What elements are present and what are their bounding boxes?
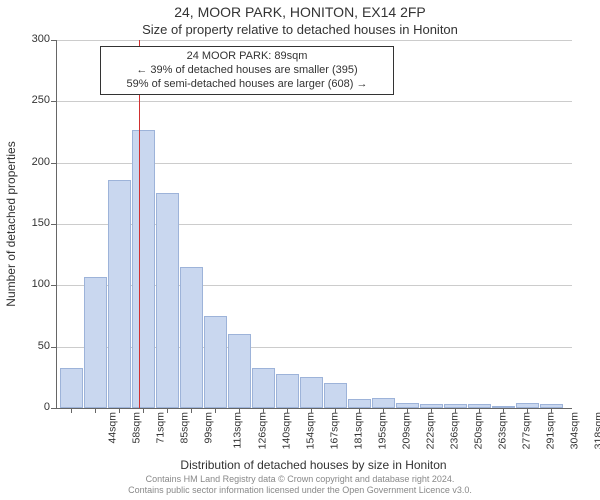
histogram-bar — [372, 398, 395, 408]
histogram-bar — [396, 403, 419, 408]
histogram-bar — [468, 404, 491, 408]
x-tick-mark — [143, 408, 144, 413]
x-tick-mark — [359, 408, 360, 413]
x-tick-mark — [407, 408, 408, 413]
x-tick-label: 236sqm — [448, 412, 460, 449]
x-tick-label: 181sqm — [352, 412, 364, 449]
x-tick-mark — [239, 408, 240, 413]
x-tick-label: 318sqm — [592, 412, 600, 449]
x-tick-mark — [311, 408, 312, 413]
y-tick-mark — [51, 163, 56, 164]
histogram-bar — [420, 404, 443, 408]
x-tick-label: 99sqm — [202, 412, 214, 444]
x-tick-label: 44sqm — [106, 412, 118, 444]
y-tick-label: 150 — [10, 217, 50, 229]
x-tick-mark — [287, 408, 288, 413]
x-tick-mark — [335, 408, 336, 413]
x-tick-mark — [71, 408, 72, 413]
histogram-bar — [132, 130, 155, 408]
x-tick-mark — [551, 408, 552, 413]
histogram-bar — [492, 406, 515, 408]
gridline — [57, 40, 572, 41]
y-tick-mark — [51, 224, 56, 225]
x-tick-label: 304sqm — [568, 412, 580, 449]
histogram-bar — [204, 316, 227, 408]
histogram-bar — [324, 383, 347, 408]
x-tick-label: 291sqm — [544, 412, 556, 449]
annotation-line: 24 MOOR PARK: 89sqm — [106, 50, 388, 64]
histogram-bar — [180, 267, 203, 408]
y-tick-mark — [51, 101, 56, 102]
x-tick-mark — [263, 408, 264, 413]
x-tick-mark — [455, 408, 456, 413]
x-axis-label: Distribution of detached houses by size … — [56, 458, 571, 472]
histogram-bar — [276, 374, 299, 408]
histogram-bar — [84, 277, 107, 408]
x-tick-label: 113sqm — [231, 412, 243, 449]
x-tick-mark — [119, 408, 120, 413]
x-tick-mark — [503, 408, 504, 413]
x-tick-label: 277sqm — [520, 412, 532, 449]
x-tick-label: 209sqm — [400, 412, 412, 449]
histogram-bar — [300, 377, 323, 408]
x-tick-mark — [527, 408, 528, 413]
x-tick-label: 126sqm — [256, 412, 268, 449]
histogram-bar — [516, 403, 539, 408]
x-tick-mark — [95, 408, 96, 413]
x-tick-label: 222sqm — [424, 412, 436, 449]
histogram-bar — [348, 399, 371, 408]
x-tick-label: 250sqm — [472, 412, 484, 449]
histogram-bar — [444, 404, 467, 408]
x-tick-mark — [479, 408, 480, 413]
histogram-bar — [252, 368, 275, 408]
x-tick-label: 154sqm — [304, 412, 316, 449]
footer-attribution: Contains HM Land Registry data © Crown c… — [0, 474, 600, 496]
x-tick-label: 263sqm — [496, 412, 508, 449]
chart-plot-area — [56, 40, 572, 409]
x-tick-label: 195sqm — [376, 412, 388, 449]
x-tick-mark — [167, 408, 168, 413]
x-tick-mark — [215, 408, 216, 413]
x-tick-mark — [383, 408, 384, 413]
page-title: 24, MOOR PARK, HONITON, EX14 2FP — [0, 4, 600, 20]
x-tick-label: 85sqm — [178, 412, 190, 444]
y-tick-label: 300 — [10, 33, 50, 45]
y-tick-mark — [51, 347, 56, 348]
histogram-bar — [60, 368, 83, 408]
x-tick-label: 167sqm — [328, 412, 340, 449]
x-tick-mark — [191, 408, 192, 413]
footer-line-2: Contains public sector information licen… — [128, 485, 472, 495]
x-tick-label: 140sqm — [280, 412, 292, 449]
y-tick-mark — [51, 40, 56, 41]
y-tick-label: 250 — [10, 94, 50, 106]
annotation-line: ← 39% of detached houses are smaller (39… — [106, 64, 388, 78]
y-tick-label: 0 — [10, 401, 50, 413]
footer-line-1: Contains HM Land Registry data © Crown c… — [146, 474, 455, 484]
y-tick-label: 50 — [10, 340, 50, 352]
x-tick-mark — [431, 408, 432, 413]
y-tick-mark — [51, 285, 56, 286]
histogram-bar — [228, 334, 251, 408]
x-tick-label: 58sqm — [130, 412, 142, 444]
y-tick-mark — [51, 408, 56, 409]
chart-annotation-box: 24 MOOR PARK: 89sqm← 39% of detached hou… — [100, 46, 394, 95]
histogram-bar — [540, 404, 563, 408]
y-tick-label: 200 — [10, 156, 50, 168]
y-tick-label: 100 — [10, 278, 50, 290]
histogram-bar — [108, 180, 131, 408]
x-tick-label: 71sqm — [154, 412, 166, 444]
chart-subtitle: Size of property relative to detached ho… — [0, 22, 600, 37]
histogram-bar — [156, 193, 179, 408]
gridline — [57, 101, 572, 102]
annotation-line: 59% of semi-detached houses are larger (… — [106, 78, 388, 92]
